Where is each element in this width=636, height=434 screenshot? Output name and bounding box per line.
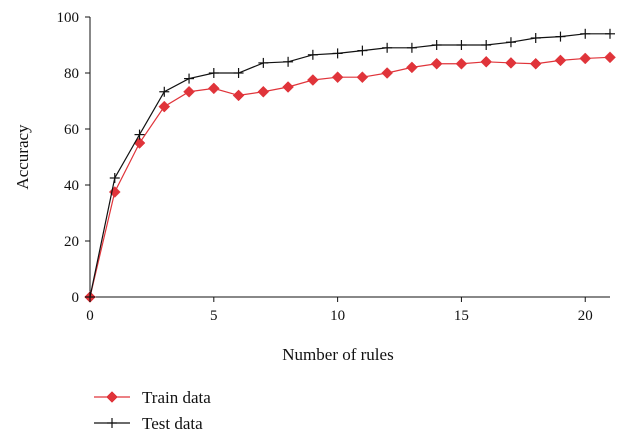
data-point	[406, 42, 417, 53]
data-point	[158, 100, 171, 113]
data-point	[208, 68, 219, 78]
legend-label-test: Test data	[142, 414, 203, 433]
data-point	[331, 71, 344, 84]
x-axis-title: Number of rules	[282, 345, 393, 364]
data-point	[357, 45, 368, 56]
data-point	[307, 49, 318, 60]
x-tick-label: 15	[454, 308, 469, 324]
y-tick-label: 60	[64, 122, 79, 138]
data-point	[529, 57, 542, 70]
x-tick-label: 20	[578, 308, 593, 324]
data-point	[356, 71, 369, 84]
data-point	[258, 57, 269, 68]
data-point	[184, 73, 195, 84]
data-point	[382, 42, 393, 53]
y-tick-label: 100	[57, 10, 80, 26]
data-point	[481, 40, 492, 50]
x-tick-label: 10	[330, 308, 345, 324]
data-point	[134, 129, 145, 140]
x-tick-label: 0	[86, 308, 94, 324]
y-ticks: 0 20 40 60 80 100	[57, 10, 90, 306]
y-tick-label: 0	[72, 290, 80, 306]
data-point	[554, 54, 567, 67]
x-ticks: 0 5 10 15 20	[86, 297, 593, 324]
data-point	[555, 31, 566, 42]
series-test	[85, 28, 615, 302]
series-line	[89, 33, 610, 298]
data-point	[430, 57, 443, 70]
x-tick-label: 5	[210, 308, 218, 324]
legend-label-train: Train data	[142, 388, 211, 407]
data-point	[109, 173, 120, 183]
data-point	[580, 28, 591, 39]
y-tick-label: 40	[64, 178, 79, 194]
data-point	[456, 40, 467, 50]
data-point	[604, 51, 616, 64]
series-line	[89, 56, 611, 298]
data-point	[159, 86, 170, 97]
data-point	[282, 81, 294, 93]
data-point	[85, 292, 95, 302]
data-point	[406, 61, 418, 74]
legend: Train data Test data	[94, 388, 211, 433]
data-point	[381, 67, 393, 79]
plot-area	[84, 28, 616, 303]
data-point	[505, 37, 516, 48]
y-tick-label: 80	[64, 66, 79, 82]
data-point	[431, 40, 442, 50]
data-point	[283, 56, 294, 67]
legend-swatch-marker	[106, 391, 118, 403]
data-point	[530, 33, 541, 43]
axes	[89, 17, 610, 298]
series-train	[84, 51, 616, 303]
legend-swatch-marker	[107, 418, 117, 428]
data-point	[307, 74, 319, 86]
data-point	[183, 85, 195, 98]
data-point	[480, 55, 493, 68]
data-point	[207, 82, 220, 95]
data-point	[605, 28, 615, 39]
data-point	[579, 52, 592, 65]
legend-item-test: Test data	[94, 414, 203, 433]
y-axis-title: Accuracy	[13, 124, 32, 190]
data-point	[257, 85, 270, 98]
data-point	[455, 57, 468, 70]
legend-item-train: Train data	[94, 388, 211, 407]
data-point	[232, 89, 245, 102]
data-point	[505, 57, 517, 69]
data-point	[233, 68, 244, 78]
data-point	[332, 48, 343, 59]
y-tick-label: 20	[64, 234, 79, 250]
